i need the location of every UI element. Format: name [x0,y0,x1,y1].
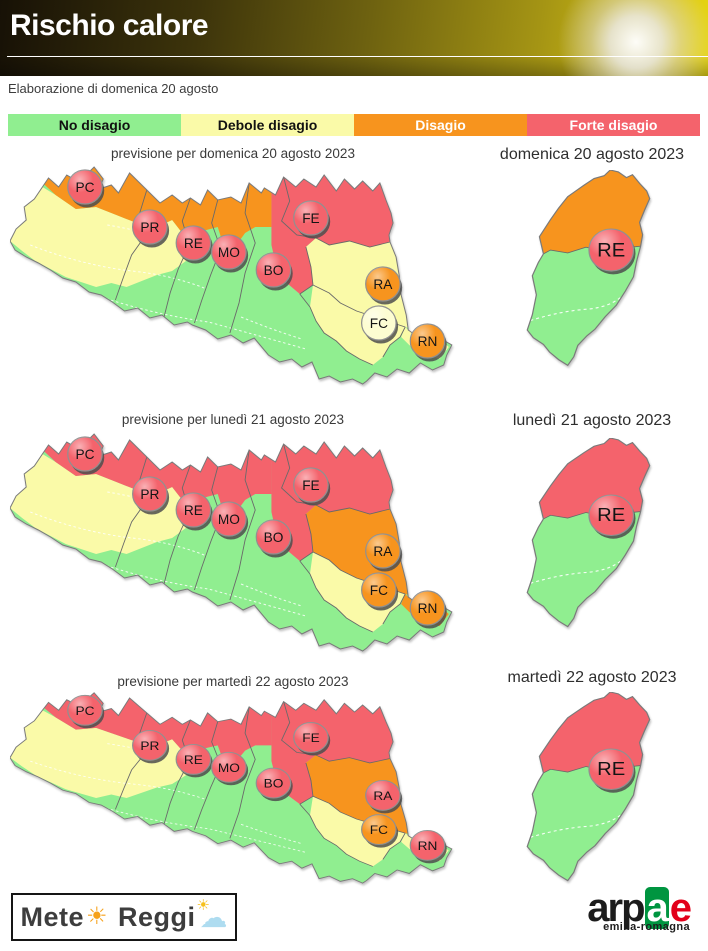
svg-text:FC: FC [370,823,388,837]
svg-text:RN: RN [418,334,438,349]
svg-text:BO: BO [264,263,284,278]
svg-text:RE: RE [597,760,625,780]
region-map-lunedi: PC PR RE MO BO FE RA FC RN [10,432,466,660]
svg-text:PR: PR [140,739,159,753]
marker-RN: RN [409,323,447,362]
svg-text:RE: RE [597,240,625,261]
marker-MO: MO [211,234,249,273]
marker-RN: RN [409,590,447,629]
svg-text:BO: BO [264,777,284,791]
svg-text:FE: FE [302,478,319,493]
marker-FE: FE [293,200,331,239]
marker-RA: RA [365,266,403,305]
right-map-title-domenica: domenica 20 agosto 2023 [499,146,685,163]
legend-forte-disagio: Forte disagio [527,114,700,136]
right-map-title-lunedi: lunedì 21 agosto 2023 [512,412,672,429]
svg-text:BO: BO [264,530,284,545]
risk-legend: No disagio Debole disagio Disagio Forte … [8,114,700,136]
svg-text:PC: PC [75,180,94,195]
page-title: Rischio calore [10,9,209,42]
arpae-black: arp [587,886,645,930]
header-divider [7,56,708,57]
marker-BO: BO [255,767,293,802]
svg-text:FE: FE [302,211,319,226]
sun-icon: ☀ [85,903,108,930]
svg-text:RE: RE [184,236,203,251]
svg-text:FC: FC [370,316,388,331]
arpae-red-e: e [669,886,692,930]
svg-text:PC: PC [75,704,94,718]
marker-RE: RE [175,225,213,264]
marker-BO: BO [255,519,293,558]
svg-text:RN: RN [418,601,438,616]
left-map-title-martedi: previsione per martedì 22 agosto 2023 [117,674,349,689]
svg-text:MO: MO [218,512,240,527]
svg-text:FC: FC [370,583,388,598]
marker-PR: PR [132,729,170,764]
legend-no-disagio: No disagio [8,114,181,136]
marker-FE: FE [293,467,331,506]
legend-disagio: Disagio [354,114,527,136]
marker-FC: FC [361,572,399,611]
reggio-emilia-province-map: RE [526,170,651,367]
svg-text:PC: PC [75,447,94,462]
svg-text:RA: RA [373,277,393,292]
marker-PR: PR [132,476,170,515]
svg-text:RE: RE [184,753,203,767]
marker-FC: FC [361,814,399,848]
emilia-romagna-map: PC PR RE MO BO FE RA FC RN [10,433,453,652]
marker-PC: PC [67,169,105,208]
svg-text:MO: MO [218,761,240,775]
arpae-green-a: a [644,886,669,930]
marker-PC: PC [67,694,105,729]
svg-text:FE: FE [302,731,319,745]
svg-text:RN: RN [418,839,438,853]
marker-RE-large: RE [588,748,636,793]
reggio-emilia-province-map: RE [526,692,651,882]
marker-RN: RN [409,829,447,864]
marker-FE: FE [293,722,331,756]
arpae-subtitle: emilia-romagna [603,921,690,933]
marker-RE-large: RE [588,494,636,539]
marker-RA: RA [365,533,403,572]
right-map-title-martedi: martedì 22 agosto 2023 [507,669,677,686]
svg-text:RE: RE [184,503,203,518]
left-map-title-domenica: previsione per domenica 20 agosto 2023 [111,146,355,161]
marker-BO: BO [255,252,293,291]
marker-RE: RE [175,492,213,531]
marker-MO: MO [211,501,249,540]
marker-PR: PR [132,209,170,248]
region-map-domenica: PC PR RE MO BO FE RA FC RN [10,165,466,393]
svg-text:RA: RA [373,789,392,803]
reggio-text: Reggi [118,901,196,932]
re-province-map-domenica: RE [505,170,677,372]
svg-text:RE: RE [597,506,625,526]
marker-RE: RE [175,743,213,778]
emilia-romagna-map: PC PR RE MO BO FE RA FC RN [10,692,453,884]
left-map-title-lunedi: previsione per lunedì 21 agosto 2023 [121,412,345,427]
reggio-emilia-province-map: RE [526,438,651,628]
sun-behind-cloud-icon: ☀ ☁ [196,897,229,933]
arpae-logo: arpae emilia-romagna [538,886,692,933]
re-province-map-lunedi: RE [505,438,677,633]
marker-FC: FC [361,305,399,344]
emilia-romagna-map: PC PR RE MO BO FE RA FC RN [10,166,453,385]
marker-MO: MO [211,751,249,786]
meteo-text: Mete [20,901,84,932]
marker-RA: RA [365,779,403,814]
legend-debole-disagio: Debole disagio [181,114,354,136]
elaboration-date: Elaborazione di domenica 20 agosto [8,81,219,96]
svg-text:MO: MO [218,245,240,260]
svg-text:RA: RA [373,544,393,559]
re-province-map-martedi: RE [505,692,677,887]
meteo-reggio-logo: Mete ☀ Reggi ☀ ☁ [11,893,237,941]
page-header: Rischio calore [0,0,708,76]
region-map-martedi: PC PR RE MO BO FE RA FC RN [10,691,466,891]
svg-text:PR: PR [140,487,159,502]
marker-RE-large: RE [588,228,636,275]
svg-text:PR: PR [140,220,159,235]
marker-PC: PC [67,436,105,475]
